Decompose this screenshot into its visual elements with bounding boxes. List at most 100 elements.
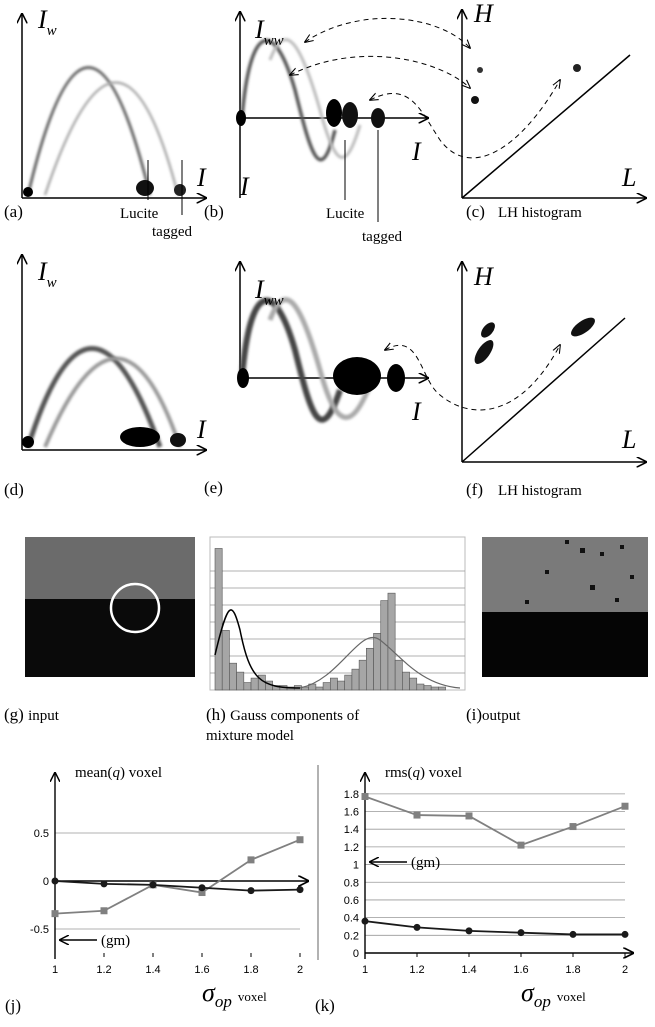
highlight-circle — [109, 582, 161, 634]
y-tick-label: 1.6 — [344, 807, 359, 819]
panel-d: Iw I (d) — [4, 255, 207, 499]
blob — [237, 368, 249, 388]
marker — [296, 836, 304, 844]
histogram-bar — [423, 685, 432, 691]
x-tick-label: 1.8 — [565, 964, 580, 976]
panel-label: (e) — [204, 478, 223, 497]
speckle — [620, 545, 624, 549]
histogram-bar — [236, 671, 245, 691]
histogram-bar — [315, 686, 324, 691]
marker — [361, 917, 369, 925]
x-label-symbol: σ — [202, 978, 216, 1007]
panel-label: (j) — [5, 996, 21, 1015]
marker — [517, 841, 525, 849]
histogram-bar — [351, 668, 360, 691]
cluster — [481, 322, 495, 338]
gauss-component — [299, 637, 461, 689]
speckle — [565, 540, 569, 544]
chart-title: rms(q) voxel — [385, 765, 462, 781]
note: tagged — [152, 224, 192, 240]
histogram-bar — [229, 662, 237, 691]
image-region — [25, 537, 195, 599]
annotation: (gm) — [101, 933, 130, 949]
histogram-bar — [337, 680, 346, 691]
marker — [569, 930, 577, 938]
density-curve — [239, 297, 343, 423]
panel-label: (f) — [466, 480, 483, 499]
y-axis-label: H — [473, 262, 494, 291]
speckle — [580, 548, 585, 553]
histogram-bar — [358, 659, 367, 691]
histogram-bar — [322, 682, 331, 691]
panel-label: (a) — [4, 202, 23, 221]
title-part: ) voxel — [420, 765, 462, 781]
x-tick-label: 1.4 — [145, 964, 160, 976]
histogram-bar — [438, 686, 446, 691]
y-tick-label: 0.5 — [34, 828, 49, 840]
marker — [100, 907, 108, 915]
y-tick-label: 0.6 — [344, 895, 359, 907]
panel-c: H L (c) LH histogram — [462, 0, 646, 221]
title-part: ) voxel — [120, 765, 162, 781]
y-tick-label: 0.8 — [344, 877, 359, 889]
density-arc — [43, 356, 182, 448]
panel-g: (g) input — [4, 537, 195, 724]
x-tick-label: 1.8 — [243, 964, 258, 976]
panel-f: H L (f) LH histogram — [462, 262, 646, 499]
histogram-bar — [329, 677, 338, 691]
blob — [22, 436, 34, 448]
speckles — [525, 540, 634, 604]
image-region — [25, 599, 195, 677]
histogram-bar — [373, 633, 382, 691]
histogram-bar — [250, 677, 259, 691]
blob — [23, 187, 33, 197]
y-tick-label: -0.5 — [30, 924, 49, 936]
histogram-bar — [366, 647, 374, 691]
marker — [621, 802, 629, 810]
panel-label: (g) input — [4, 705, 60, 724]
x-label-unit: voxel — [238, 989, 267, 1004]
x-label-symbol: σ — [521, 978, 535, 1007]
y-tick-label: 1.8 — [344, 789, 359, 801]
marker — [413, 811, 421, 819]
y-tick-label: 0 — [43, 876, 49, 888]
marker — [413, 923, 421, 931]
panel-label: (i)output — [466, 705, 521, 724]
histogram-bar — [430, 686, 439, 691]
panel-b: Iww I I Lucite tagged (b) — [204, 12, 560, 245]
blob — [174, 184, 186, 196]
x-axis-label: σop voxel — [521, 978, 586, 1011]
dashed-arrow — [385, 345, 560, 411]
title-part: mean( — [75, 765, 112, 781]
x-axis-label: L — [621, 163, 636, 192]
blob — [326, 99, 342, 127]
speckle — [525, 600, 529, 604]
marker — [247, 856, 255, 864]
density-arc — [43, 81, 180, 196]
marker — [465, 927, 473, 935]
panel-e: Iww I (e) — [204, 262, 560, 497]
title-var: q — [413, 765, 421, 781]
x-axis-label: I — [411, 397, 422, 426]
histogram-bar — [344, 674, 353, 691]
series-line — [364, 920, 625, 936]
blob — [342, 102, 358, 128]
panel-h: (h) Gauss components of mixture model — [206, 536, 466, 744]
histogram-bar — [402, 671, 410, 691]
marker — [198, 889, 206, 897]
cluster — [571, 317, 595, 337]
caption: LH histogram — [498, 483, 582, 499]
marker — [198, 884, 206, 892]
speckle — [590, 585, 595, 590]
x-tick-label: 1 — [362, 964, 368, 976]
histogram-bar — [387, 592, 396, 691]
panel-i: (i)output — [466, 537, 648, 724]
panel-label: (k) — [315, 996, 335, 1015]
chart-title: mean(q) voxel — [75, 765, 162, 781]
histogram-bar — [416, 683, 425, 691]
cluster — [474, 340, 494, 364]
gauss-component — [214, 609, 301, 689]
y-tick-label: 1.2 — [344, 842, 359, 854]
